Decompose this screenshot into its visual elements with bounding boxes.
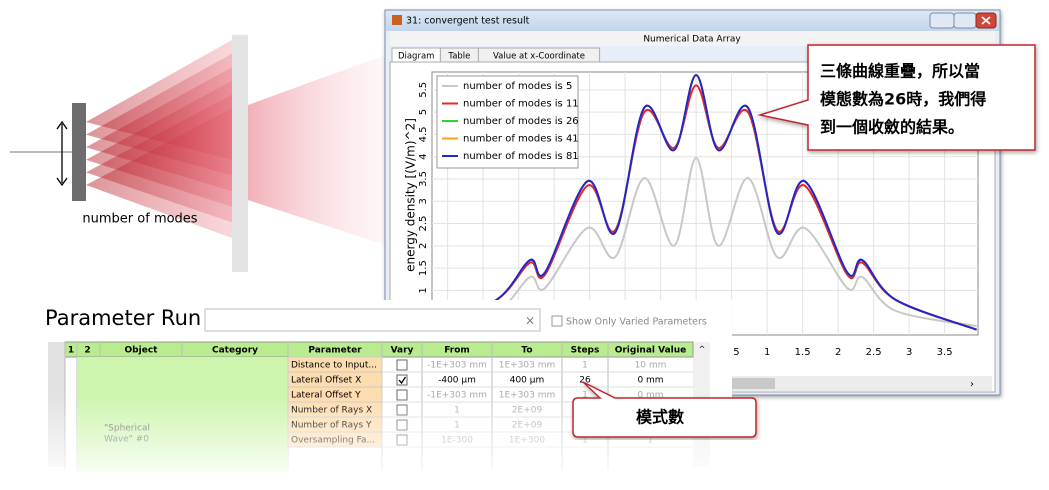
legend: number of modes is 5 number of modes is 1… — [436, 75, 579, 169]
cell-to: 1E+303 mm — [499, 361, 556, 371]
window-header: Numerical Data Array — [643, 35, 741, 45]
screen — [232, 35, 248, 272]
scroll-arrow[interactable]: › — [970, 379, 974, 390]
x-tick-label: 3 — [906, 347, 912, 358]
y-tick-label: 2 — [418, 243, 429, 249]
header-bar — [390, 31, 995, 46]
y-tick-label: 5 — [418, 109, 429, 115]
chart: 11.522.533.544.555.5-3.5-3-2.5-2-1.5-1-0… — [418, 71, 979, 358]
x-tick-label: 3.5 — [937, 347, 953, 358]
x-tick-label: 1 — [764, 347, 770, 358]
parameter: Lateral Offset X — [291, 376, 361, 386]
close-icon — [981, 16, 991, 25]
search-clear[interactable]: × — [525, 314, 535, 328]
callout — [572, 381, 757, 438]
scroll-thumb[interactable] — [730, 378, 775, 389]
source — [72, 103, 86, 201]
column-header: Parameter — [308, 346, 362, 356]
column-header: 2 — [84, 346, 90, 356]
diagram-label: number of modes — [82, 212, 197, 227]
y-tick-label: 5.5 — [418, 82, 429, 98]
search-box[interactable] — [204, 308, 541, 332]
vary-checkbox[interactable] — [396, 374, 408, 386]
y-tick-label: 4 — [418, 154, 429, 160]
legend-label: number of modes is 11 — [463, 99, 579, 110]
column-header: Vary — [391, 346, 414, 356]
beam — [248, 55, 385, 245]
diagram: number of modes — [10, 35, 385, 272]
column-header: Object — [125, 346, 159, 356]
series-line — [432, 84, 977, 331]
cell-from: -1E+303 mm — [427, 361, 487, 371]
cell-steps: 26 — [579, 376, 591, 386]
cell-steps: 1 — [582, 361, 588, 371]
cell-to: 400 µm — [510, 376, 545, 386]
callout-text: 模態數為26時，我們得 — [820, 90, 986, 109]
window-buttons[interactable] — [929, 12, 997, 29]
vary-checkbox[interactable] — [396, 359, 408, 371]
filter-label: Show Only Varied Parameters — [566, 317, 707, 328]
cell-original: 10 mm — [635, 361, 667, 371]
column-header: From — [444, 346, 470, 356]
series-line — [432, 157, 977, 328]
cell-original: 0 mm — [637, 376, 663, 386]
app-icon — [392, 15, 402, 25]
window-title: 31: convergent test result — [406, 16, 530, 27]
cell-from: -400 µm — [438, 376, 476, 386]
tab-label: Table — [447, 52, 470, 62]
legend-label: number of modes is 41 — [463, 134, 579, 145]
maximize[interactable] — [953, 12, 977, 29]
parameter: Distance to Input... — [291, 361, 377, 371]
y-tick-label: 3.5 — [418, 171, 429, 187]
y-tick-label: 1 — [418, 287, 429, 293]
callout-text: 三條曲線重疊，所以當 — [820, 62, 980, 81]
series-line — [432, 74, 977, 331]
column-header: Steps — [571, 346, 600, 356]
check-mark — [398, 376, 407, 385]
y-tick-label: 4.5 — [418, 126, 429, 142]
column-header: Category — [212, 346, 258, 356]
y-tick-label: 1.5 — [418, 260, 429, 276]
callout-box — [757, 44, 1036, 151]
y-axis-label: energy density [(V/m)^2] — [404, 118, 418, 272]
tab-label: Diagram — [398, 52, 435, 62]
y-tick-label: 3 — [418, 198, 429, 204]
minimize[interactable] — [929, 12, 955, 29]
legend-box — [436, 75, 579, 169]
fade — [0, 395, 1049, 486]
x-tick-label: 2 — [835, 347, 841, 358]
x-tick-label: 2.5 — [866, 347, 882, 358]
legend-label: number of modes is 81 — [463, 151, 579, 162]
arrow-heads — [56, 120, 68, 187]
callout-text: 到一個收斂的結果。 — [820, 118, 964, 137]
filter-checkbox[interactable] — [551, 315, 563, 327]
tab[interactable] — [477, 47, 601, 63]
scroll-up[interactable]: ^ — [699, 345, 706, 354]
column-header: To — [521, 346, 532, 356]
column-header: 1 — [68, 346, 74, 356]
callout-box — [572, 381, 757, 438]
legend-label: number of modes is 5 — [463, 81, 572, 92]
callout-text: 模式數 — [636, 408, 684, 427]
series-lines — [432, 74, 977, 331]
tab-label: Value at x-Coordinate — [493, 52, 585, 62]
beam-fan — [86, 40, 232, 238]
column-header: Original Value — [615, 346, 687, 356]
beam-ray — [86, 108, 232, 238]
legend-label: number of modes is 26 — [463, 116, 579, 127]
x-tick-label: 1.5 — [795, 347, 811, 358]
panel-title: Parameter Run — [45, 306, 201, 330]
callout — [757, 44, 1036, 151]
y-tick-label: 2.5 — [418, 216, 429, 232]
